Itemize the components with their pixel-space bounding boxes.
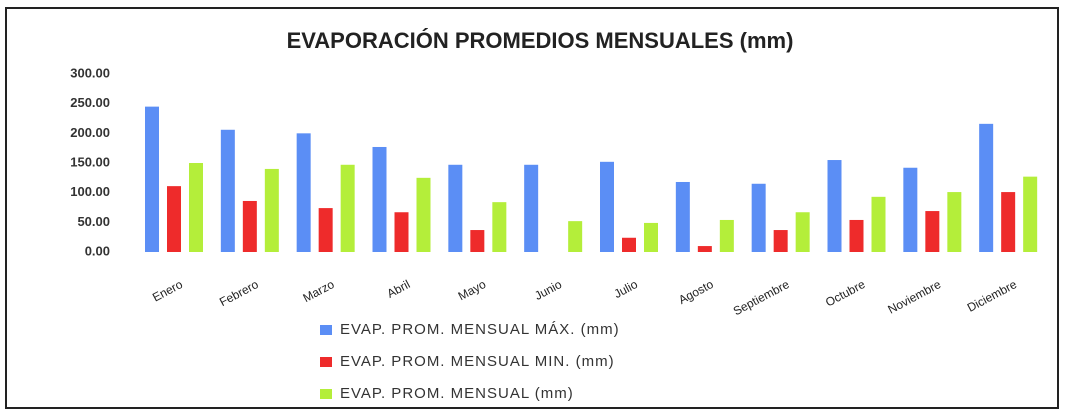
bar xyxy=(719,219,734,252)
y-tick-label: 150.00 xyxy=(70,154,110,169)
bar xyxy=(264,168,279,252)
y-tick-label: 50.00 xyxy=(77,214,110,229)
legend-swatch xyxy=(320,389,332,399)
legend-label: EVAP. PROM. MENSUAL MIN. (mm) xyxy=(340,353,615,370)
y-tick-label: 250.00 xyxy=(70,95,110,110)
bar xyxy=(189,163,203,252)
bar xyxy=(644,222,658,252)
y-tick-label: 100.00 xyxy=(70,184,110,199)
bar xyxy=(1023,176,1038,252)
bar xyxy=(145,106,159,252)
bar xyxy=(795,212,810,252)
bar xyxy=(903,167,918,252)
bar xyxy=(416,177,431,252)
y-tick-label: 0.00 xyxy=(85,243,110,258)
y-tick-label: 300.00 xyxy=(70,65,110,80)
legend-swatch xyxy=(320,357,332,367)
bar xyxy=(167,186,181,252)
bar xyxy=(242,200,257,252)
bar xyxy=(470,230,485,252)
bar xyxy=(675,181,690,252)
bar xyxy=(697,246,712,252)
bar xyxy=(871,196,886,252)
bar xyxy=(827,160,842,252)
bar xyxy=(751,183,766,252)
bar xyxy=(448,164,463,252)
legend-swatch xyxy=(320,325,332,335)
bar xyxy=(568,221,583,252)
bar xyxy=(979,123,994,252)
bar xyxy=(394,212,409,252)
bar xyxy=(773,230,788,252)
y-tick-label: 200.00 xyxy=(70,125,110,140)
bar xyxy=(600,161,614,252)
bar xyxy=(947,192,962,252)
legend-label: EVAP. PROM. MENSUAL (mm) xyxy=(340,385,574,402)
bar xyxy=(372,146,387,252)
bar xyxy=(296,133,311,252)
bar xyxy=(1001,192,1016,252)
bar xyxy=(340,164,355,252)
bar xyxy=(925,211,940,252)
bar xyxy=(524,164,539,252)
bar xyxy=(318,208,333,252)
bar xyxy=(849,219,864,252)
legend-label: EVAP. PROM. MENSUAL MÁX. (mm) xyxy=(340,321,620,338)
bar xyxy=(622,237,636,252)
chart-title: EVAPORACIÓN PROMEDIOS MENSUALES (mm) xyxy=(287,28,794,53)
bar xyxy=(492,202,507,252)
bar xyxy=(220,129,235,252)
